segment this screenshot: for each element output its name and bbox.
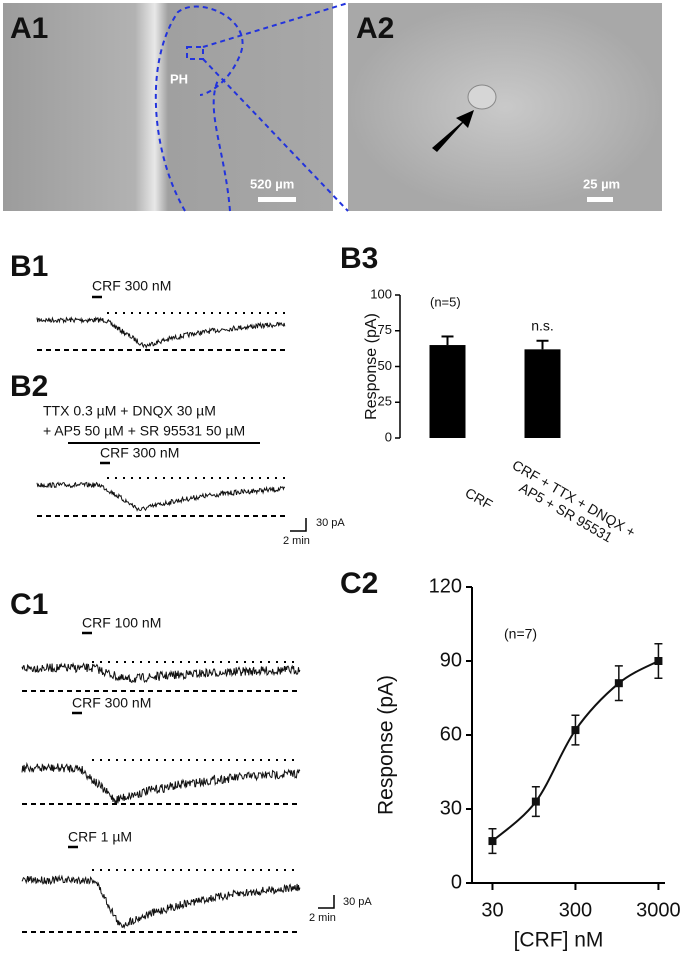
current-trace <box>21 874 301 930</box>
scale-bar <box>587 197 613 202</box>
y-tick-label: 100 <box>370 286 392 301</box>
scale-label: 520 µm <box>250 176 294 191</box>
micrograph <box>3 3 333 211</box>
y-tick-label: 50 <box>378 358 392 373</box>
drug-label: CRF 300 nM <box>72 695 151 711</box>
data-point <box>654 657 663 665</box>
panel-label: A1 <box>10 12 48 45</box>
scale-label: 2 min <box>283 535 310 547</box>
data-point <box>531 797 540 806</box>
bath-label: TTX 0.3 µM + DNQX 30 µM <box>43 403 216 419</box>
bar <box>524 349 561 438</box>
region-label: PH <box>170 71 188 86</box>
y-tick-label: 120 <box>429 575 462 597</box>
panel-label: B3 <box>340 242 378 275</box>
annotation: (n=7) <box>504 626 537 642</box>
x-axis-label: [CRF] nM <box>514 929 604 952</box>
y-tick-label: 0 <box>451 871 462 893</box>
scale-bar <box>290 518 307 532</box>
panel-label: C2 <box>340 567 378 600</box>
current-trace <box>21 761 301 805</box>
fit-curve <box>491 660 659 842</box>
scale-label: 2 min <box>309 912 336 924</box>
panel-label: B2 <box>10 370 48 403</box>
x-tick-label: 300 <box>559 899 592 921</box>
drug-label: CRF 1 µM <box>68 829 132 845</box>
scale-label: 25 µm <box>583 176 620 191</box>
y-tick-label: 25 <box>378 394 392 409</box>
bar <box>429 345 466 438</box>
scale-bar <box>258 197 296 202</box>
y-tick-label: 0 <box>385 429 392 444</box>
panel-label: B1 <box>10 250 48 283</box>
axes <box>471 587 665 884</box>
x-tick-label: 3000 <box>636 899 681 921</box>
data-point <box>571 726 580 735</box>
y-tick-label: 75 <box>378 322 392 337</box>
panel-label: A2 <box>356 12 394 45</box>
data-point <box>488 837 497 846</box>
y-axis-label: Response (pA) <box>363 313 380 420</box>
current-trace <box>36 481 286 512</box>
y-tick-label: 60 <box>440 723 462 745</box>
y-axis-label: Response (pA) <box>375 675 398 815</box>
panel-label: C1 <box>10 588 48 621</box>
data-point <box>614 679 623 688</box>
scale-label: 30 pA <box>343 896 372 908</box>
current-trace <box>21 662 301 684</box>
annotation: (n=5) <box>430 294 461 309</box>
drug-label: CRF 300 nM <box>92 278 171 294</box>
x-tick-label: 30 <box>481 899 503 921</box>
drug-label: CRF 300 nM <box>100 445 179 461</box>
arrow <box>432 110 474 152</box>
y-tick-label: 30 <box>440 797 462 819</box>
micrograph <box>348 3 662 211</box>
y-tick-label: 90 <box>440 649 462 671</box>
drug-label: CRF 100 nM <box>82 615 161 631</box>
bath-label: + AP5 50 µM + SR 95531 50 µM <box>43 423 245 439</box>
neuron <box>467 84 497 110</box>
scale-label: 30 pA <box>316 517 345 529</box>
annotation: n.s. <box>531 317 554 333</box>
region-outline <box>154 2 349 212</box>
scale-bar <box>318 895 335 909</box>
current-trace <box>36 316 286 349</box>
